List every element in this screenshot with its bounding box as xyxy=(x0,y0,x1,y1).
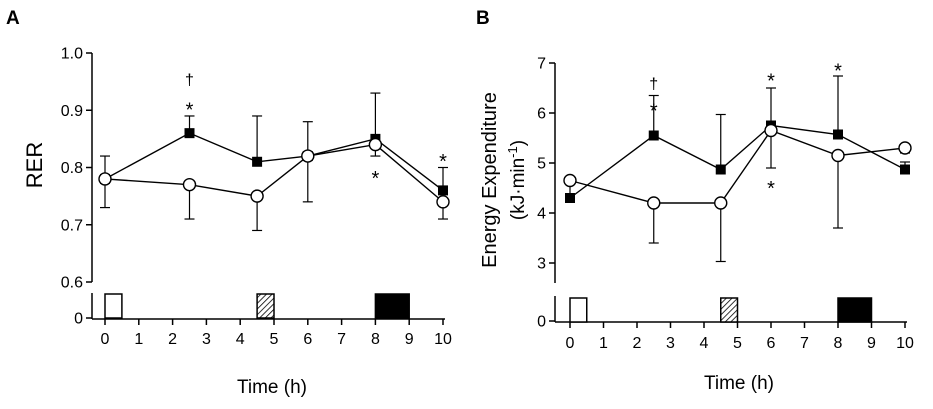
series-line-filled-square xyxy=(104,132,444,191)
x-tick-label: 1 xyxy=(599,335,608,352)
y-tick-label: 1.0 xyxy=(61,46,83,63)
panel-a-label: A xyxy=(6,8,20,29)
x-tick-label: 8 xyxy=(834,335,843,352)
x-tick-label: 10 xyxy=(434,331,452,348)
data-point-filled-square xyxy=(648,130,659,141)
y-tick-label-zero: 0 xyxy=(74,311,83,328)
x-tick-label: 5 xyxy=(733,335,742,352)
data-point-filled-square xyxy=(900,164,910,175)
significance-asterisk: * xyxy=(650,101,658,123)
data-point-open-circle xyxy=(714,196,728,210)
x-tick-label: 6 xyxy=(303,331,312,348)
meal-box-filled xyxy=(837,297,873,323)
y-tick-label: 4 xyxy=(537,206,546,223)
significance-asterisk: * xyxy=(767,71,775,93)
data-point-filled-square xyxy=(252,156,263,167)
data-point-filled-square xyxy=(565,193,575,203)
meal-box-open xyxy=(104,293,123,319)
series-line-filled-square xyxy=(569,124,906,199)
panel-b-ylabel-line2: (kJ·min-1) xyxy=(505,140,529,220)
data-point-open-circle xyxy=(368,137,383,152)
x-tick-label: 9 xyxy=(405,331,414,348)
panel-b-xlabel: Time (h) xyxy=(704,373,774,394)
x-tick-label: 4 xyxy=(700,335,709,352)
meal-box-hatched xyxy=(256,293,275,319)
y-tick-label: 0.6 xyxy=(61,275,83,292)
panel-a-ylabel: RER xyxy=(22,142,47,188)
meal-box-open xyxy=(569,297,588,323)
panel-a-plot: 0.6 0.7 0.8 0.9 1.0 0 0 1 2 3 4 5 6 7 8 9 10 † * * * xyxy=(61,46,452,349)
x-tick-label: 5 xyxy=(270,331,279,348)
series-line-open-circle xyxy=(104,143,444,203)
x-tick-label: 6 xyxy=(767,335,776,352)
significance-asterisk: * xyxy=(834,61,842,83)
x-tick-label: 3 xyxy=(202,331,211,348)
x-tick-label: 1 xyxy=(134,331,143,348)
panel-b: B Energy Expenditure (kJ·min-1) Time (h)… xyxy=(476,8,914,394)
x-tick-label: 10 xyxy=(896,335,914,352)
y-tick-label: 0.8 xyxy=(61,160,83,177)
data-point-filled-square xyxy=(184,128,195,139)
x-tick-label: 8 xyxy=(371,331,380,348)
x-tick-label: 7 xyxy=(337,331,346,348)
data-point-open-circle xyxy=(831,148,845,163)
data-point-filled-square xyxy=(715,164,726,175)
data-point-filled-square xyxy=(833,129,843,140)
x-tick-label: 0 xyxy=(101,331,110,348)
series-line-open-circle xyxy=(569,129,906,204)
data-point-open-circle xyxy=(647,196,661,210)
x-tick-label: 2 xyxy=(168,331,177,348)
y-tick-label: 5 xyxy=(537,156,546,173)
significance-asterisk: * xyxy=(186,100,194,122)
panel-b-ylabel-line1: Energy Expenditure xyxy=(479,92,501,268)
y-tick-label: 0.7 xyxy=(61,217,83,234)
y-tick-label: 3 xyxy=(537,256,546,273)
meal-box-hatched xyxy=(720,297,739,323)
panel-b-ylabel-unit: (kJ·min xyxy=(508,158,529,220)
data-point-open-circle xyxy=(250,189,264,203)
data-point-filled-square xyxy=(438,185,448,196)
data-point-open-circle xyxy=(301,149,315,163)
y-tick-label: 7 xyxy=(537,56,546,73)
panel-a-xlabel: Time (h) xyxy=(237,377,307,398)
x-tick-label: 3 xyxy=(666,335,675,352)
panel-b-plot: 3 4 5 6 7 0 0 1 2 3 4 5 6 7 8 9 10 † * * * * xyxy=(537,56,914,353)
panel-b-ylabel-sup: -1 xyxy=(505,146,520,158)
significance-asterisk: * xyxy=(439,151,447,173)
x-tick-label: 4 xyxy=(236,331,245,348)
significance-dagger: † xyxy=(649,76,658,93)
y-tick-label: 6 xyxy=(537,106,546,123)
data-point-open-circle xyxy=(898,141,912,155)
panel-b-label: B xyxy=(476,8,490,29)
data-point-open-circle xyxy=(436,195,450,209)
x-tick-label: 0 xyxy=(566,335,575,352)
data-point-open-circle xyxy=(182,177,197,192)
panel-a: A RER Time (h) 0.6 0.7 0.8 0.9 1.0 0 0 1 2 3 4 5 6 7 8… xyxy=(6,8,452,398)
x-tick-label: 2 xyxy=(633,335,642,352)
data-point-open-circle xyxy=(563,173,577,188)
y-tick-label: 0.9 xyxy=(61,103,83,120)
meal-box-filled xyxy=(374,293,410,319)
panel-b-ylabel-close: ) xyxy=(508,140,529,146)
y-tick-label-zero: 0 xyxy=(537,314,546,331)
x-tick-label: 9 xyxy=(867,335,876,352)
data-point-open-circle xyxy=(98,172,112,186)
significance-asterisk: * xyxy=(372,168,380,190)
x-tick-label: 7 xyxy=(800,335,809,352)
significance-dagger: † xyxy=(185,72,194,89)
significance-asterisk: * xyxy=(767,178,775,200)
data-point-open-circle xyxy=(764,123,778,138)
